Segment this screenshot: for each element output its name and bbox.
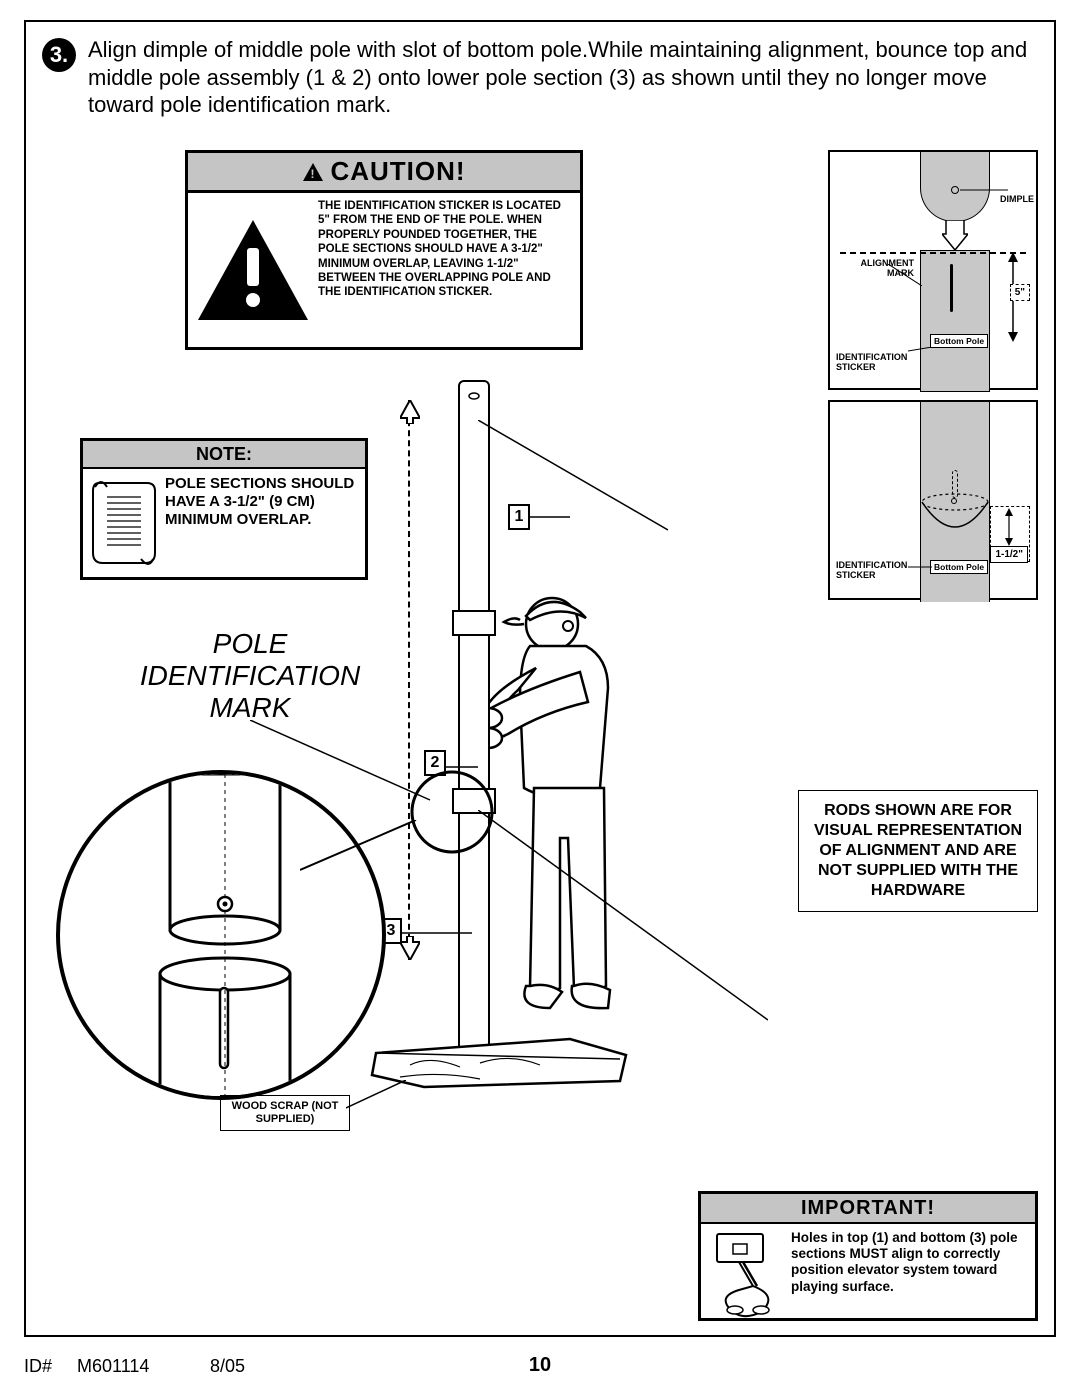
dimple-label: DIMPLE [1000, 194, 1034, 204]
caution-header: ! CAUTION! [188, 153, 580, 193]
pole-id-mark-label: POLE IDENTIFICATION MARK [120, 628, 380, 725]
down-arrow-icon [942, 220, 968, 250]
wood-scrap-icon [370, 1035, 630, 1090]
callout-1: 1 [508, 504, 530, 530]
dimple-dot-icon [951, 186, 959, 194]
detail-panel-top: DIMPLE ALIGNMENT MARK Bottom Pole IDENTI… [828, 150, 1038, 390]
caution-small-triangle-icon: ! [302, 162, 324, 182]
sticker-leader-icon [908, 347, 932, 355]
pole-top-hole-icon [468, 392, 480, 400]
hidden-slot-icon [952, 470, 958, 498]
caution-body-text: THE IDENTIFICATION STICKER IS LOCATED 5"… [318, 193, 580, 347]
id-sticker-label-top: IDENTIFICATION STICKER [836, 352, 914, 372]
important-header: IMPORTANT! [701, 1194, 1035, 1224]
alignment-rod-top-icon [478, 420, 668, 540]
callout-3-leader [402, 928, 472, 938]
dashed-line [840, 252, 1026, 254]
detail-leader [300, 820, 420, 880]
wood-scrap-label: WOOD SCRAP (NOT SUPPLIED) [220, 1095, 350, 1131]
step-number-badge: 3. [42, 38, 76, 72]
step-instruction-text: Align dimple of middle pole with slot of… [88, 36, 1030, 119]
svg-text:!: ! [311, 167, 316, 181]
caution-box: ! CAUTION! THE IDENTIFICATION STICKER IS… [185, 150, 583, 350]
detail-panel-bottom: Bottom Pole IDENTIFICATION STICKER 1-1/2… [828, 400, 1038, 600]
basketball-system-icon [709, 1230, 783, 1318]
bottom-pole-sticker: Bottom Pole [930, 334, 988, 348]
detail-locator-circle [410, 770, 494, 854]
visible-dimple-icon [951, 498, 957, 504]
important-body-text: Holes in top (1) and bottom (3) pole sec… [791, 1230, 1027, 1312]
sticker-leader-icon-2 [908, 564, 932, 570]
alignment-rod-bot-icon [478, 810, 768, 1030]
five-inch-label: 5" [1010, 284, 1030, 301]
note-box: NOTE: POLE SECTIONS SHOULD HAVE A 3-1/2"… [80, 438, 368, 580]
caution-header-text: CAUTION! [330, 156, 465, 187]
one-half-label: 1-1/2" [990, 546, 1028, 563]
note-header: NOTE: [83, 441, 365, 469]
caution-triangle-icon [188, 193, 318, 347]
bottom-pole-sticker-2: Bottom Pole [930, 560, 988, 574]
id-sticker-label-bot: IDENTIFICATION STICKER [836, 560, 914, 580]
alignment-leader-icon [888, 264, 922, 286]
footer-page-number: 10 [0, 1354, 1080, 1377]
wood-label-leader [346, 1080, 406, 1120]
rods-note-box: RODS SHOWN ARE FOR VISUAL REPRESENTATION… [798, 790, 1038, 912]
alignment-slot-icon [950, 264, 953, 312]
callout-1-leader [530, 512, 570, 522]
dim-arrows-icon [1002, 508, 1016, 546]
important-box: IMPORTANT! Holes in top (1) and bottom (… [698, 1191, 1038, 1321]
